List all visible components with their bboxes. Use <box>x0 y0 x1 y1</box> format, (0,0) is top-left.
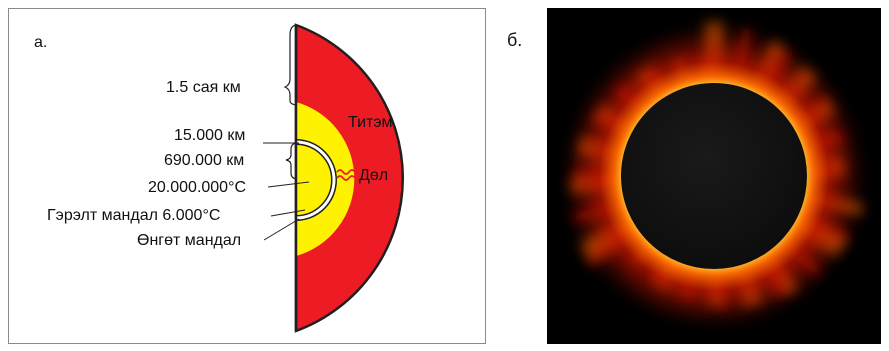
panel-b-letter: б. <box>507 30 523 50</box>
sun-structure-svg: а. 1.5 сая км Титэм 15.000 км 690.000 км… <box>34 23 405 333</box>
chromosphere-label: Гэрэлт мандал 6.000°C <box>47 207 220 224</box>
sun-structure-diagram: а. 1.5 сая км Титэм 15.000 км 690.000 км… <box>8 8 486 344</box>
wave-icon <box>336 169 356 181</box>
leader-core-temp <box>267 181 310 188</box>
eclipse-svg <box>547 8 881 344</box>
core-label: Дөл <box>359 167 388 184</box>
leader-chromosphere <box>270 209 306 217</box>
moon-disk <box>621 83 807 269</box>
radius-label: 1.5 сая км <box>166 79 241 96</box>
convective-bracket <box>285 142 297 180</box>
photosphere-label: Өнгөт мандал <box>137 232 241 249</box>
corona-label: Титэм <box>348 114 393 131</box>
solar-eclipse-image <box>547 8 881 344</box>
leader-photosphere <box>263 218 300 241</box>
radius-bracket <box>283 24 297 106</box>
panel-a-letter: а. <box>34 34 47 51</box>
core-temp-label: 20.000.000°C <box>148 179 246 196</box>
core-ring-inner <box>295 140 336 220</box>
convective-depth-label: 690.000 км <box>164 152 244 169</box>
photosphere-depth-label: 15.000 км <box>174 127 245 144</box>
